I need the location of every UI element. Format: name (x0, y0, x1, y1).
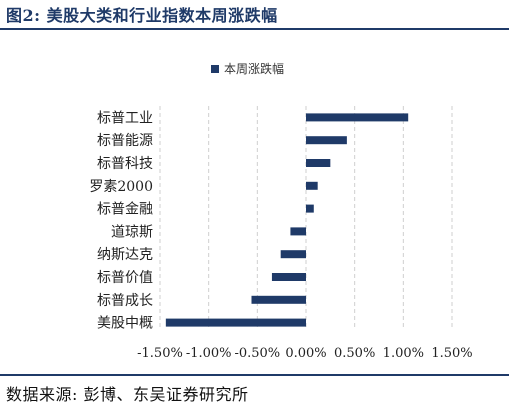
category-label: 标普成长 (97, 293, 153, 309)
x-tick-label: 1.00% (383, 346, 424, 361)
bars (165, 113, 409, 327)
category-label: 标普能源 (97, 133, 153, 149)
category-label: 标普金融 (97, 202, 153, 218)
x-tick-label: 0.50% (334, 346, 375, 361)
source-note: 数据来源: 彭博、东吴证券研究所 (6, 385, 249, 404)
x-tick-label: -0.50% (234, 346, 280, 361)
bar (165, 318, 306, 327)
category-label: 纳斯达克 (97, 247, 153, 263)
x-tick-label: 0.00% (285, 346, 326, 361)
category-label: 道琼斯 (111, 224, 153, 240)
x-tick-label: -1.50% (137, 346, 183, 361)
x-tick-labels: -1.50% -1.00% -0.50% 0.00% 0.50% 1.00% 1.50% (137, 346, 473, 361)
bar (306, 136, 347, 145)
bar-chart: 本周涨跌幅 标普工业标普能源标普科技罗素2000标普金融道琼斯纳斯达克标普价值标… (89, 61, 473, 361)
category-label: 标普科技 (97, 156, 153, 172)
bar (251, 295, 306, 304)
legend-swatch (211, 65, 219, 73)
bar (306, 159, 331, 167)
top-rule (0, 28, 509, 30)
bottom-rule (0, 374, 509, 376)
figure-title: 图2: 美股大类和行业指数本周涨跌幅 (6, 6, 278, 25)
bar (306, 113, 409, 122)
category-label: 罗素2000 (89, 179, 153, 195)
x-tick-label: 1.50% (431, 346, 472, 361)
bar (280, 250, 306, 259)
bar (271, 273, 306, 281)
bar (306, 204, 314, 213)
legend: 本周涨跌幅 (211, 61, 284, 76)
category-label: 标普价值 (97, 270, 153, 286)
category-label: 美股中概 (97, 316, 153, 332)
bar (290, 227, 306, 236)
legend-label: 本周涨跌幅 (224, 61, 284, 76)
x-tick-label: -1.00% (186, 346, 232, 361)
category-label: 标普工业 (97, 110, 153, 126)
bar (306, 181, 318, 190)
